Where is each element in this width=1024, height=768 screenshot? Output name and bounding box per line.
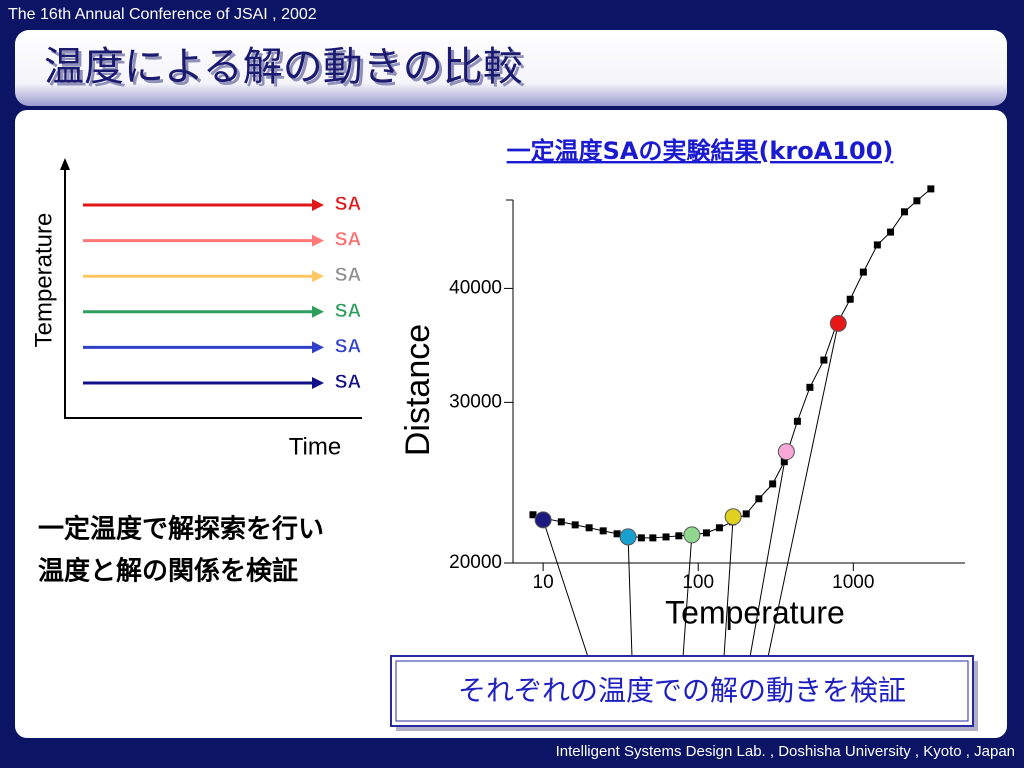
data-point: [927, 185, 935, 193]
arrow-head: [312, 199, 324, 211]
header: The 16th Annual Conference of JSAI , 200…: [8, 6, 317, 23]
arrow-head: [312, 341, 324, 354]
arrow-label: SA: [335, 230, 362, 251]
data-point: [702, 529, 710, 537]
data-point: [900, 208, 908, 216]
title-shadow: 温度による解の動きの比較: [47, 47, 526, 93]
arrow-head: [312, 377, 324, 389]
y-tick-label: 30000: [449, 391, 502, 412]
highlight-point: [829, 314, 847, 332]
data-point: [780, 458, 788, 466]
callout-box: [390, 655, 974, 727]
data-point: [846, 295, 854, 303]
data-point: [913, 197, 921, 205]
arrow-label: SA: [335, 336, 362, 357]
data-point: [585, 524, 593, 532]
data-point: [806, 383, 814, 391]
callout-line: [682, 534, 693, 658]
arrow-head: [312, 305, 324, 318]
callout-line: [767, 323, 839, 658]
arrow-label: SA: [335, 301, 362, 322]
callout-inner: [395, 660, 969, 722]
data-point: [557, 518, 565, 526]
arrow-head: [312, 270, 324, 283]
y-axis-label: Distance: [399, 324, 437, 456]
data-point: [769, 480, 777, 488]
x-tick-label: 10: [533, 572, 554, 593]
data-point: [755, 495, 763, 503]
data-point: [742, 510, 750, 518]
data-point: [887, 228, 895, 236]
footer: Intelligent Systems Design Lab. , Doshis…: [556, 743, 1015, 760]
chart-title: 一定温度SAの実験結果(kroA100): [507, 137, 894, 165]
title: 温度による解の動きの比較: [44, 44, 523, 90]
callout-line: [723, 516, 734, 658]
data-point: [820, 356, 828, 364]
highlight-point: [724, 508, 742, 526]
data-point: [529, 511, 537, 519]
x-tick-label: 100: [682, 572, 714, 593]
callout-line: [542, 519, 589, 658]
y-tick-label: 20000: [449, 552, 502, 573]
note: 温度と解の関係を検証: [38, 556, 298, 587]
highlight-point: [619, 528, 637, 546]
data-point: [662, 533, 670, 541]
callout-line: [627, 536, 633, 658]
arrow-label: SA: [335, 194, 362, 215]
diagram-y-arrow: [60, 158, 70, 170]
data-point: [793, 417, 801, 425]
note: 一定温度で解探索を行い: [38, 514, 324, 545]
x-tick-label: 1000: [832, 572, 874, 593]
content-area: [15, 110, 1007, 738]
highlight-point: [683, 526, 701, 544]
x-axis-label: Temperature: [665, 594, 845, 630]
data-point: [637, 534, 645, 542]
arrow-label: SA: [335, 372, 362, 393]
title-band: [15, 30, 1007, 106]
y-tick-label: 40000: [449, 277, 502, 298]
data-point: [613, 530, 621, 538]
arrow-head: [312, 234, 324, 247]
data-point: [675, 532, 683, 540]
highlight-point: [777, 443, 795, 461]
callout: それぞれの温度での解の動きを検証: [458, 674, 906, 707]
diagram-y-label: Temperature: [30, 213, 57, 348]
data-point: [571, 521, 579, 529]
diagram-x-label: Time: [289, 433, 341, 460]
arrow-label: SA: [335, 265, 362, 286]
callout-lines: [542, 323, 839, 658]
data-point: [715, 524, 723, 532]
data-point: [599, 527, 607, 535]
data-point: [649, 534, 657, 542]
data-point: [873, 241, 881, 249]
callout-line: [749, 451, 787, 658]
highlight-point: [534, 511, 552, 529]
data-point: [859, 268, 867, 276]
